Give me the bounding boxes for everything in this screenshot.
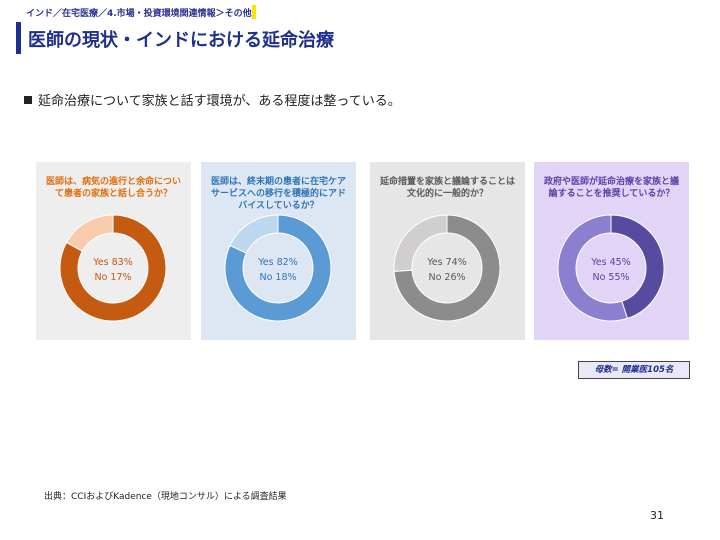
survey-panel-1: 医師は、病気の進行と余命について患者の家族と話し合うか？ Yes 83% No 1… bbox=[36, 162, 191, 340]
key-statement: 延命治療について家族と話す環境が、ある程度は整っている。 bbox=[24, 90, 401, 109]
survey-question: 医師は、病気の進行と余命について患者の家族と話し合うか？ bbox=[45, 177, 181, 199]
survey-panel-2: 医師は、終末期の患者に在宅ケアサービスへの移行を積極的にアドバイスしているか？ … bbox=[201, 162, 356, 340]
survey-panel-3: 延命措置を家族と議論することは文化的に一般的か？ Yes 74% No 26% bbox=[370, 162, 525, 340]
survey-question: 医師は、終末期の患者に在宅ケアサービスへの移行を積極的にアドバイスしているか？ bbox=[210, 177, 346, 211]
yes-percentage-label: Yes 82% bbox=[257, 257, 297, 268]
donut-slice-no bbox=[557, 214, 629, 322]
donut-slice-yes bbox=[59, 214, 167, 322]
donut-slice-yes bbox=[224, 214, 332, 322]
yes-percentage-label: Yes 83% bbox=[92, 257, 132, 268]
page-title: 医師の現状・インドにおける延命治療 bbox=[28, 30, 334, 51]
breadcrumb-highlight bbox=[252, 5, 256, 19]
donut-slice-no bbox=[393, 214, 448, 272]
donut-slice-no bbox=[229, 214, 279, 254]
bullet-square-icon bbox=[24, 96, 32, 104]
donut-chart: Yes 45% No 55% bbox=[557, 214, 665, 322]
page-number: 31 bbox=[650, 509, 664, 522]
donut-chart: Yes 74% No 26% bbox=[393, 214, 501, 322]
donut-slice-no bbox=[65, 214, 114, 252]
no-percentage-label: No 17% bbox=[94, 272, 131, 283]
source-note: 出典：CCIおよびKadence（現地コンサル）による調査結果 bbox=[44, 492, 287, 502]
survey-question: 政府や医師が延命治療を家族と議論することを推奨しているか？ bbox=[543, 177, 679, 199]
no-percentage-label: No 26% bbox=[428, 272, 465, 283]
donut-slice-yes bbox=[393, 214, 501, 322]
title-accent-bar bbox=[16, 22, 21, 54]
sample-size-note: 母数= 開業医105名 bbox=[578, 361, 690, 379]
key-statement-text: 延命治療について家族と話す環境が、ある程度は整っている。 bbox=[38, 94, 401, 109]
survey-question: 延命措置を家族と議論することは文化的に一般的か？ bbox=[379, 177, 515, 199]
yes-percentage-label: Yes 45% bbox=[590, 257, 630, 268]
yes-percentage-label: Yes 74% bbox=[426, 257, 466, 268]
no-percentage-label: No 18% bbox=[259, 272, 296, 283]
donut-chart: Yes 82% No 18% bbox=[224, 214, 332, 322]
donut-chart: Yes 83% No 17% bbox=[59, 214, 167, 322]
survey-panel-4: 政府や医師が延命治療を家族と議論することを推奨しているか？ Yes 45% No … bbox=[534, 162, 689, 340]
breadcrumb: インド／在宅医療／4.市場・投資環境関連情報＞その他 bbox=[26, 9, 252, 19]
no-percentage-label: No 55% bbox=[592, 272, 629, 283]
